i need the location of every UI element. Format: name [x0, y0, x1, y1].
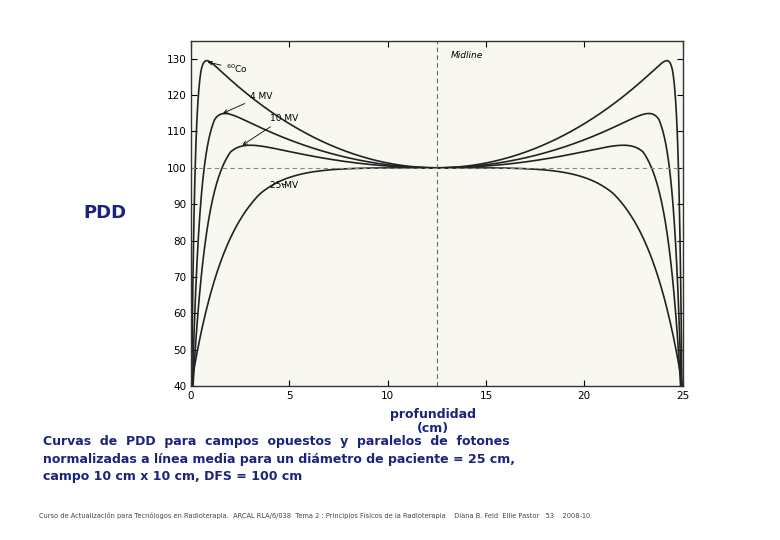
Text: 4 MV: 4 MV [224, 92, 272, 113]
Text: Curso de Actualización para Tecnólogos en Radioterapia.  ARCAL RLA/6/038  Tema 2: Curso de Actualización para Tecnólogos e… [39, 512, 590, 519]
Text: PDD: PDD [83, 204, 127, 222]
Text: $^{60}$Co: $^{60}$Co [208, 61, 248, 75]
Text: 10 MV: 10 MV [243, 113, 298, 145]
Text: Curvas  de  PDD  para  campos  opuestos  y  paralelos  de  fotones: Curvas de PDD para campos opuestos y par… [43, 435, 509, 448]
Text: normalizadas a línea media para un diámetro de paciente = 25 cm,: normalizadas a línea media para un diáme… [43, 453, 515, 465]
Text: Midline: Midline [451, 51, 483, 60]
Text: (cm): (cm) [417, 422, 449, 435]
Text: profundidad: profundidad [390, 408, 476, 421]
Text: campo 10 cm x 10 cm, DFS = 100 cm: campo 10 cm x 10 cm, DFS = 100 cm [43, 470, 302, 483]
Text: 25 MV: 25 MV [270, 181, 298, 190]
